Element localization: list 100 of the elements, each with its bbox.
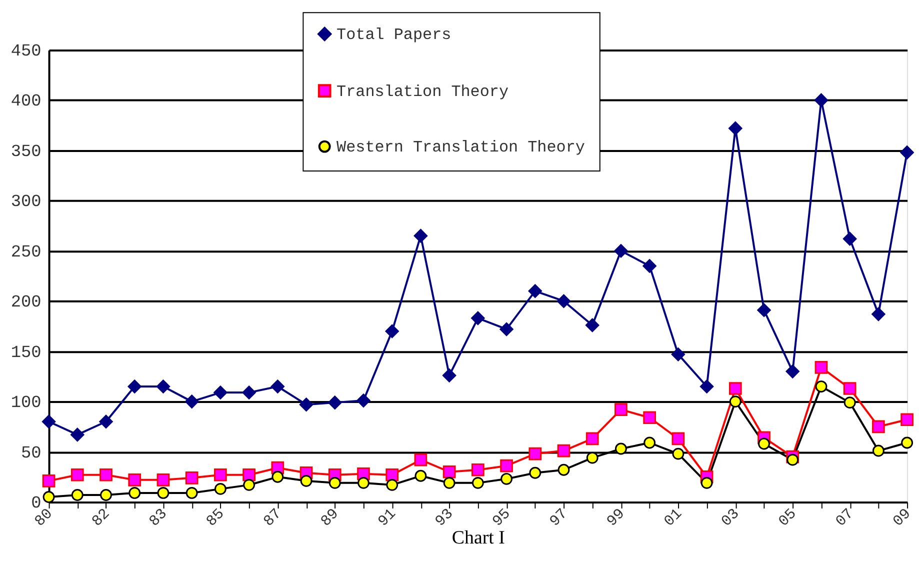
point: [472, 476, 484, 489]
y-tick-label: 250: [10, 243, 42, 262]
point: [786, 454, 799, 466]
x-tick-label: 05: [776, 506, 800, 530]
point: [414, 470, 427, 482]
point: [758, 438, 770, 450]
point: [71, 489, 84, 501]
point: [558, 464, 570, 476]
x-tick-label: 85: [204, 506, 228, 530]
point: [528, 447, 542, 460]
point: [328, 396, 342, 410]
point: [814, 360, 828, 374]
point: [128, 380, 142, 394]
x-tick-label: 01: [662, 506, 686, 530]
point: [128, 473, 142, 486]
point: [414, 453, 428, 466]
point: [414, 228, 428, 243]
point: [642, 259, 656, 273]
x-tick-label: 83: [146, 506, 171, 530]
point: [842, 232, 857, 246]
point: [214, 482, 226, 495]
y-tick-label: 350: [10, 142, 42, 162]
point: [300, 474, 312, 487]
point: [728, 121, 742, 136]
point: [700, 380, 714, 394]
legend-label: Translation Theory: [336, 82, 509, 101]
point: [814, 93, 828, 108]
point: [500, 459, 513, 472]
point: [156, 380, 170, 394]
point: [184, 394, 199, 408]
x-tick-label: 87: [261, 506, 286, 530]
point: [299, 398, 314, 412]
point: [614, 244, 628, 258]
point: [42, 491, 55, 503]
y-tick-label: 100: [10, 394, 42, 414]
point: [128, 487, 141, 499]
y-tick-label: 200: [10, 294, 42, 313]
point: [500, 322, 514, 336]
point: [872, 307, 886, 322]
point: [386, 478, 398, 491]
point: [728, 382, 742, 395]
y-tick-label: 50: [21, 444, 42, 464]
point: [386, 468, 399, 482]
point: [872, 444, 884, 457]
point: [901, 436, 914, 449]
x-tick-label: 09: [890, 506, 915, 530]
y-tick-label: 450: [10, 42, 42, 62]
y-tick-label: 300: [10, 193, 42, 212]
point: [270, 380, 285, 394]
point: [672, 432, 685, 446]
point: [328, 476, 341, 489]
point: [443, 476, 456, 489]
point: [442, 465, 456, 478]
point: [471, 463, 484, 476]
point: [700, 476, 713, 489]
y-tick-label: 150: [10, 344, 42, 363]
x-tick-label: 99: [604, 506, 629, 530]
point: [844, 396, 856, 409]
x-axis-title: Chart I: [452, 528, 505, 549]
point: [729, 396, 742, 408]
point: [672, 448, 684, 460]
y-tick-label: 0: [31, 494, 42, 514]
point: [358, 476, 370, 489]
point: [614, 442, 627, 455]
point: [242, 386, 256, 400]
point: [70, 428, 84, 442]
point: [500, 472, 512, 485]
x-tick-label: 95: [490, 506, 514, 530]
point: [872, 420, 885, 434]
point: [557, 444, 570, 458]
x-tick-label: 82: [90, 506, 114, 530]
point: [815, 380, 828, 392]
point: [70, 468, 84, 482]
point: [356, 394, 370, 408]
point: [214, 386, 228, 400]
point: [156, 473, 170, 486]
point: [556, 294, 571, 308]
point: [528, 284, 542, 298]
point: [100, 489, 112, 501]
point: [586, 432, 599, 446]
point: [100, 468, 112, 482]
point: [385, 324, 399, 338]
point: [786, 364, 800, 378]
point: [757, 303, 771, 317]
point: [42, 414, 56, 428]
point: [643, 411, 656, 424]
point: [900, 413, 914, 426]
point: [442, 368, 456, 382]
x-tick-label: 89: [318, 506, 342, 530]
x-tick-label: 07: [833, 506, 858, 530]
point: [272, 470, 284, 483]
point: [843, 382, 856, 395]
point: [671, 348, 686, 362]
legend-label: Total Papers: [336, 26, 452, 44]
point: [586, 318, 600, 332]
point: [157, 487, 170, 499]
point: [900, 146, 914, 160]
point: [214, 468, 227, 482]
x-tick-label: 03: [718, 506, 743, 530]
x-tick-label: 97: [547, 506, 572, 530]
